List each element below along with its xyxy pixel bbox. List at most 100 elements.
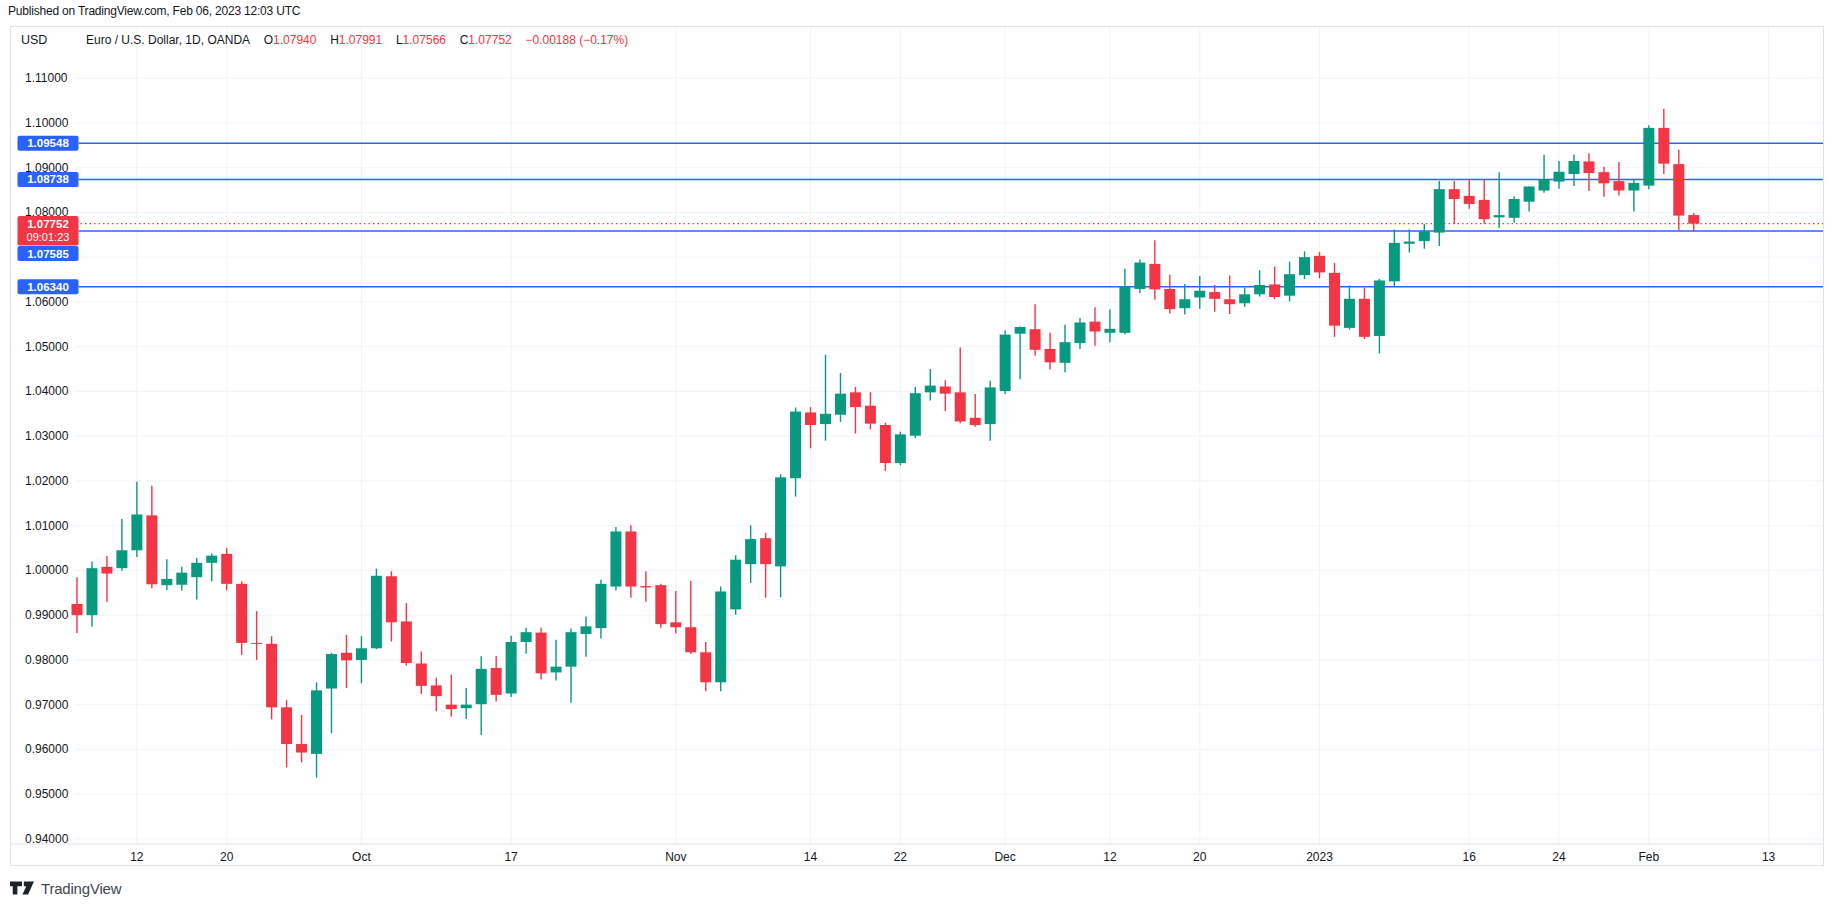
candle[interactable] — [775, 474, 786, 597]
candle[interactable] — [1479, 180, 1490, 224]
candle[interactable] — [730, 555, 741, 615]
candle[interactable] — [416, 651, 427, 694]
candle[interactable] — [1284, 262, 1295, 302]
candle[interactable] — [146, 486, 157, 588]
candle[interactable] — [356, 636, 367, 683]
candle[interactable] — [131, 482, 142, 557]
candle[interactable] — [1688, 213, 1699, 232]
tradingview-footer[interactable]: TradingView — [10, 880, 121, 897]
candle[interactable] — [595, 580, 606, 639]
candle[interactable] — [1269, 267, 1280, 300]
candle[interactable] — [326, 653, 337, 734]
candle[interactable] — [236, 581, 247, 655]
candle[interactable] — [1119, 269, 1130, 334]
candle[interactable] — [401, 603, 412, 666]
candle[interactable] — [476, 656, 487, 735]
candle[interactable] — [1359, 288, 1370, 339]
candle[interactable] — [1449, 181, 1460, 224]
candle[interactable] — [1374, 279, 1385, 353]
candle[interactable] — [296, 715, 307, 762]
candle[interactable] — [670, 591, 681, 634]
candle[interactable] — [1509, 196, 1520, 222]
candle[interactable] — [101, 556, 112, 602]
candle[interactable] — [1030, 304, 1041, 355]
candle[interactable] — [506, 636, 517, 697]
candle[interactable] — [1045, 333, 1056, 370]
candle[interactable] — [760, 533, 771, 598]
candle[interactable] — [1000, 331, 1011, 395]
candle[interactable] — [700, 642, 711, 691]
candle[interactable] — [1598, 167, 1609, 197]
candle[interactable] — [655, 584, 666, 628]
candle[interactable] — [1583, 153, 1594, 191]
candle[interactable] — [386, 571, 397, 641]
candle[interactable] — [790, 408, 801, 497]
candle[interactable] — [1434, 181, 1445, 246]
candle[interactable] — [1194, 276, 1205, 309]
candle[interactable] — [1149, 240, 1160, 300]
candle[interactable] — [1464, 179, 1475, 209]
candle[interactable] — [940, 380, 951, 411]
candle[interactable] — [850, 387, 861, 434]
candle[interactable] — [1314, 252, 1325, 278]
candle[interactable] — [835, 373, 846, 422]
candle[interactable] — [1089, 307, 1100, 345]
candle[interactable] — [1209, 285, 1220, 312]
candle[interactable] — [1015, 327, 1026, 380]
candle[interactable] — [745, 525, 756, 583]
candle[interactable] — [1134, 259, 1145, 293]
candle[interactable] — [1299, 251, 1310, 279]
candle[interactable] — [1104, 310, 1115, 343]
candle[interactable] — [640, 571, 651, 601]
candle[interactable] — [1628, 179, 1639, 211]
symbol-legend[interactable]: Euro / U.S. Dollar, 1D, OANDA O1.07940 H… — [86, 33, 628, 47]
candle[interactable] — [72, 577, 83, 633]
candle[interactable] — [1419, 224, 1430, 249]
candle[interactable] — [580, 617, 591, 657]
candle[interactable] — [1254, 270, 1265, 296]
candle[interactable] — [521, 628, 532, 654]
candle[interactable] — [461, 688, 472, 719]
candle[interactable] — [371, 569, 382, 650]
candle[interactable] — [446, 675, 457, 717]
candle[interactable] — [625, 525, 636, 597]
candle[interactable] — [491, 656, 502, 702]
candle[interactable] — [1224, 276, 1235, 314]
candle[interactable] — [1673, 150, 1684, 231]
candle[interactable] — [1164, 275, 1175, 314]
candle[interactable] — [820, 355, 831, 441]
candle[interactable] — [536, 628, 547, 680]
candle[interactable] — [1524, 186, 1535, 211]
candle[interactable] — [1344, 285, 1355, 329]
candle[interactable] — [266, 636, 277, 719]
candle[interactable] — [251, 611, 262, 660]
candle[interactable] — [191, 558, 202, 600]
candle[interactable] — [1179, 284, 1190, 314]
candle[interactable] — [1554, 161, 1565, 189]
candle[interactable] — [566, 629, 577, 703]
candle[interactable] — [1539, 155, 1550, 193]
candle[interactable] — [925, 369, 936, 400]
candle[interactable] — [1389, 229, 1400, 286]
candle[interactable] — [431, 678, 442, 712]
candle[interactable] — [221, 548, 232, 591]
candle[interactable] — [86, 561, 97, 626]
candle[interactable] — [880, 423, 891, 471]
candle[interactable] — [1494, 172, 1505, 228]
candle[interactable] — [341, 635, 352, 688]
candle[interactable] — [206, 553, 217, 581]
candle[interactable] — [1060, 325, 1071, 372]
candle[interactable] — [610, 527, 621, 591]
candle[interactable] — [1643, 125, 1654, 189]
candle[interactable] — [685, 581, 696, 654]
candle[interactable] — [1329, 263, 1340, 337]
candle[interactable] — [161, 559, 172, 590]
candle[interactable] — [910, 387, 921, 438]
candle[interactable] — [1613, 162, 1624, 196]
candle[interactable] — [1239, 288, 1250, 307]
candle[interactable] — [1658, 109, 1669, 174]
candle[interactable] — [895, 432, 906, 466]
candle[interactable] — [715, 587, 726, 692]
candle[interactable] — [1404, 229, 1415, 252]
candle[interactable] — [985, 381, 996, 441]
